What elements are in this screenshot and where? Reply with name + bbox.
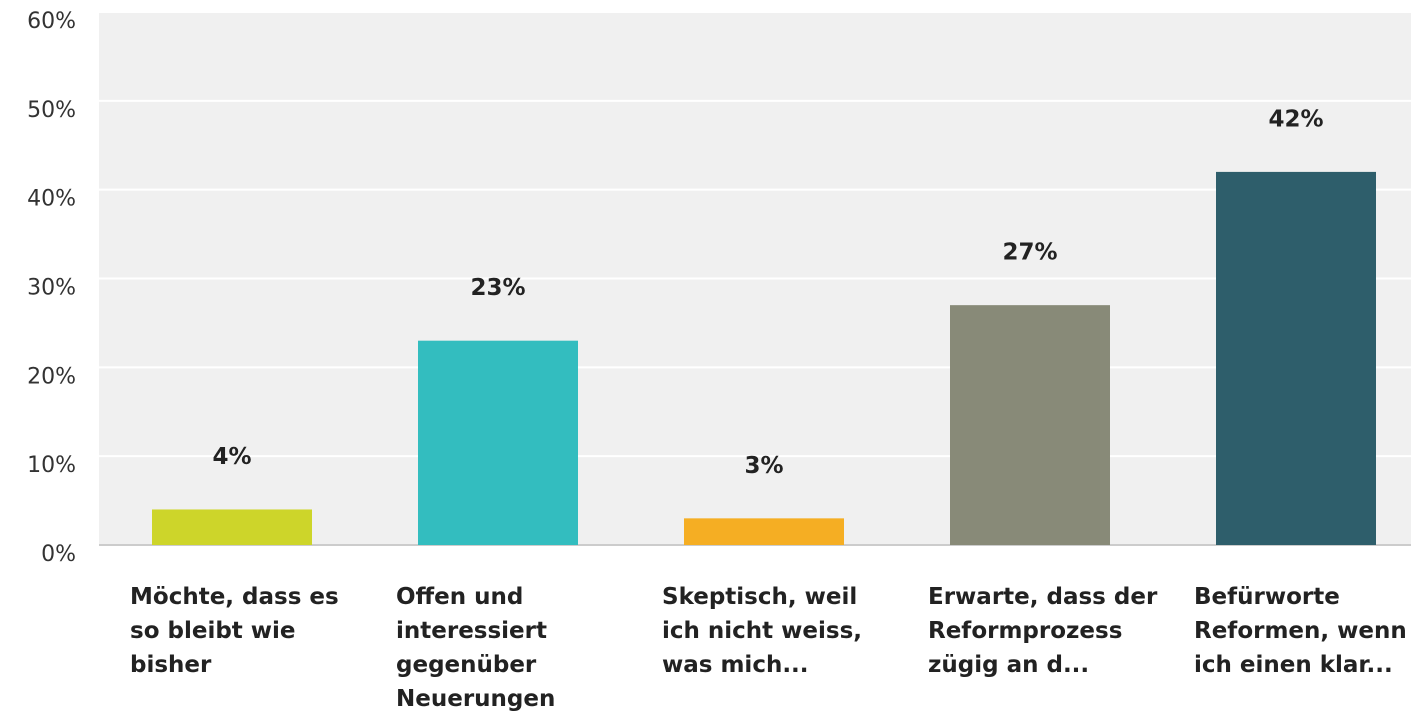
value-label: 4%	[212, 444, 251, 470]
x-tick-label: Erwarte, dass der Reformprozess zügig an…	[928, 584, 1158, 678]
value-label: 3%	[744, 453, 783, 479]
bar	[684, 518, 844, 545]
value-label: 23%	[470, 275, 525, 301]
x-tick-label: Offen und interessiert gegenüber Neuerun…	[396, 584, 556, 712]
y-tick-label: 30%	[27, 276, 76, 301]
x-tick-label: Befürworte Reformen, wenn ich einen klar…	[1194, 584, 1407, 678]
bar	[152, 509, 312, 545]
bar	[1216, 171, 1376, 545]
bar	[950, 305, 1110, 545]
y-tick-label: 60%	[27, 9, 76, 34]
y-tick-label: 40%	[27, 187, 76, 212]
y-tick-label: 20%	[27, 364, 76, 389]
x-tick-label: Möchte, dass es so bleibt wie bisher	[130, 584, 339, 678]
y-tick-label: 0%	[41, 542, 76, 567]
y-tick-label: 50%	[27, 98, 76, 123]
y-tick-label: 10%	[27, 453, 76, 478]
x-tick-label: Skeptisch, weil ich nicht weiss, was mic…	[662, 584, 863, 678]
value-label: 27%	[1002, 240, 1057, 266]
bar	[418, 340, 578, 545]
value-label: 42%	[1268, 106, 1323, 132]
